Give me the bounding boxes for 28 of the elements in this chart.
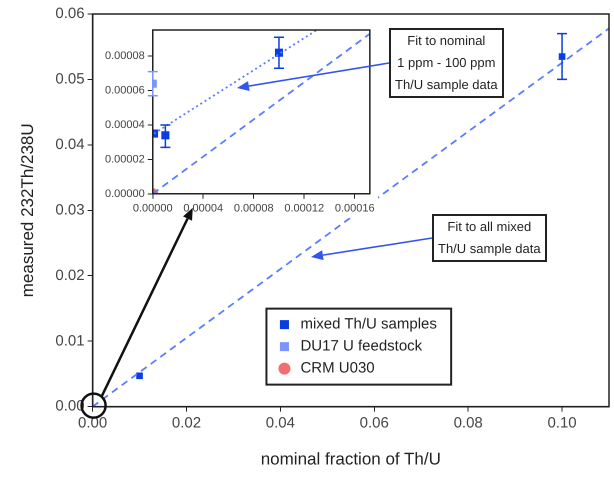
x-tick-label: 0.10 xyxy=(547,414,577,432)
y-tick-label: 0.00002 xyxy=(104,153,145,166)
x-tick-label: 0.00008 xyxy=(234,202,274,214)
y-tick-label: 0.00000 xyxy=(104,188,145,200)
y-tick-label: 0.04 xyxy=(55,136,85,154)
y-tick-label: 0.01 xyxy=(55,332,85,350)
x-tick-label: 0.06 xyxy=(360,414,389,432)
legend-label: DU17 U feedstock xyxy=(300,338,423,355)
y-tick-label: 0.00004 xyxy=(104,119,145,132)
y-tick-label: 0.00008 xyxy=(104,50,145,62)
y-tick-label: 0.00006 xyxy=(104,84,145,97)
y-tick-label: 0.03 xyxy=(55,201,85,218)
legend-label: CRM U030 xyxy=(300,360,375,377)
x-tick-label: 0.00000 xyxy=(132,202,173,214)
y-tick-label: 0.05 xyxy=(55,70,85,88)
x-tick-label: 0.08 xyxy=(454,414,483,432)
y-tick-label: 0.06 xyxy=(55,5,85,22)
y-axis-title: measured 232Th/238U xyxy=(18,123,37,298)
x-tick-label: 0.00004 xyxy=(183,202,224,214)
x-axis-title: nominal fraction of Th/U xyxy=(260,449,441,468)
x-tick-label: 0.00012 xyxy=(284,202,324,214)
annotation: Fit to nominal 1 ppm - 100 ppm Th/U sample data xyxy=(389,28,504,98)
legend-label: mixed Th/U samples xyxy=(300,316,437,333)
annotation: Fit to all mixed Th/U sample data xyxy=(432,214,547,262)
x-tick-label: 0.00016 xyxy=(334,202,375,214)
x-tick-label: 0.04 xyxy=(266,414,295,432)
y-tick-label: 0.02 xyxy=(55,266,85,284)
x-tick-label: 0.02 xyxy=(172,414,202,432)
